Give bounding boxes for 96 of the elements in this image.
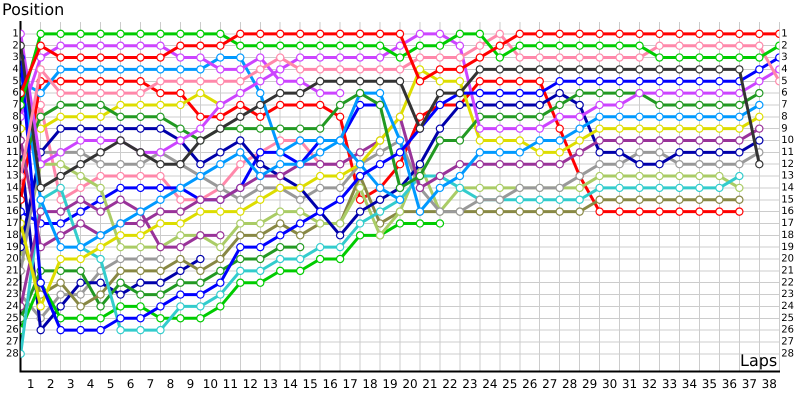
y2-tick-label: 24 [781, 301, 794, 312]
x-tick-label: 9 [186, 376, 194, 391]
y-tick-label: 5 [12, 76, 19, 87]
y2-tick-label: 10 [781, 135, 794, 146]
y2-tick-label: 17 [781, 218, 794, 230]
y2-tick-label: 27 [781, 336, 794, 348]
y-tick-label: 13 [6, 170, 19, 182]
y2-tick-label: 5 [781, 76, 788, 87]
x-tick-label: 1 [26, 376, 35, 391]
y2-tick-label: 3 [781, 52, 788, 64]
x-tick-label: 16 [322, 376, 338, 391]
x-tick-label: 8 [166, 376, 174, 391]
x-tick-label: 24 [482, 376, 498, 391]
y-tick-label: 1 [12, 28, 19, 40]
x-tick-label: 35 [702, 376, 718, 391]
y2-tick-label: 1 [781, 28, 788, 40]
y2-tick-label: 13 [781, 170, 794, 182]
y-tick-label: 6 [12, 88, 19, 99]
y2-tick-label: 22 [781, 277, 794, 288]
y-tick-label: 23 [6, 289, 19, 300]
y2-tick-label: 21 [781, 265, 794, 276]
y2-tick-label: 8 [781, 111, 788, 122]
y-tick-label: 8 [12, 111, 19, 122]
x-tick-label: 26 [522, 376, 538, 391]
y-tick-label: 22 [6, 277, 19, 288]
x-tick-label: 18 [362, 376, 378, 391]
x-tick-label: 33 [662, 376, 678, 391]
y2-tick-label: 12 [781, 158, 794, 170]
y-tick-label: 19 [6, 242, 19, 253]
y2-tick-label: 9 [781, 123, 788, 134]
y2-tick-label: 14 [781, 182, 794, 194]
x-tick-label: 36 [722, 376, 738, 391]
x-tick-label: 10 [202, 376, 218, 391]
y-tick-label: 20 [6, 254, 19, 265]
y-tick-label: 24 [6, 301, 19, 312]
y-tick-label: 7 [12, 100, 19, 111]
x-tick-label: 5 [106, 376, 114, 391]
y-tick-label: 26 [6, 324, 19, 336]
x-tick-label: 7 [146, 376, 154, 391]
y2-tick-label: 16 [781, 206, 794, 218]
x-tick-label: 22 [442, 376, 458, 391]
y-tick-label: 17 [6, 218, 19, 230]
y2-tick-label: 19 [781, 242, 794, 253]
x-tick-label: 13 [262, 376, 278, 391]
x-tick-label: 17 [342, 376, 358, 391]
x-tick-label: 14 [282, 376, 298, 391]
y-tick-label: 27 [6, 336, 19, 348]
y-tick-label: 21 [6, 265, 19, 276]
y2-tick-label: 26 [781, 324, 794, 336]
y2-tick-label: 7 [781, 100, 788, 111]
y-tick-label: 4 [12, 64, 19, 75]
x-tick-label: 2 [46, 376, 54, 391]
y2-tick-label: 28 [781, 348, 794, 360]
x-tick-label: 11 [222, 376, 238, 391]
y-tick-label: 18 [6, 230, 19, 241]
x-tick-label: 38 [762, 376, 777, 391]
x-axis-title: Laps [740, 350, 778, 370]
y2-tick-label: 20 [781, 254, 794, 265]
x-tick-label: 12 [242, 376, 258, 391]
x-tick-label: 21 [422, 376, 438, 391]
x-tick-label: 23 [462, 376, 478, 391]
x-tick-label: 4 [86, 376, 94, 391]
y2-tick-label: 4 [781, 64, 788, 75]
y-tick-label: 9 [12, 123, 19, 134]
y-tick-label: 2 [12, 40, 19, 52]
y-tick-label: 14 [6, 182, 19, 194]
x-tick-label: 27 [542, 376, 558, 391]
y-tick-label: 15 [6, 194, 19, 206]
x-tick-label: 30 [602, 376, 618, 391]
y2-tick-label: 23 [781, 289, 794, 300]
y2-tick-label: 25 [781, 312, 794, 324]
y-tick-label: 11 [6, 146, 19, 158]
x-tick-label: 32 [642, 376, 658, 391]
x-tick-label: 28 [562, 376, 578, 391]
x-tick-label: 20 [402, 376, 418, 391]
y2-tick-label: 11 [781, 146, 794, 158]
y-tick-label: 16 [6, 206, 19, 218]
x-tick-label: 37 [742, 376, 757, 391]
x-tick-label: 31 [622, 376, 638, 391]
y-tick-label: 28 [6, 348, 19, 360]
y2-tick-label: 2 [781, 40, 788, 52]
y2-tick-label: 6 [781, 88, 788, 99]
y-axis-title: Position [2, 0, 64, 20]
x-tick-label: 6 [126, 376, 134, 391]
y-tick-label: 12 [6, 158, 19, 170]
y-tick-label: 10 [6, 135, 19, 146]
x-tick-label: 19 [382, 376, 398, 391]
x-tick-label: 3 [66, 376, 74, 391]
x-tick-label: 29 [582, 376, 598, 391]
y2-tick-label: 18 [781, 230, 794, 241]
x-tick-label: 34 [682, 376, 698, 391]
y2-tick-label: 15 [781, 194, 794, 206]
y-tick-label: 25 [6, 312, 19, 324]
y-tick-label: 3 [12, 52, 19, 64]
x-tick-label: 25 [502, 376, 518, 391]
x-tick-label: 15 [302, 376, 318, 391]
